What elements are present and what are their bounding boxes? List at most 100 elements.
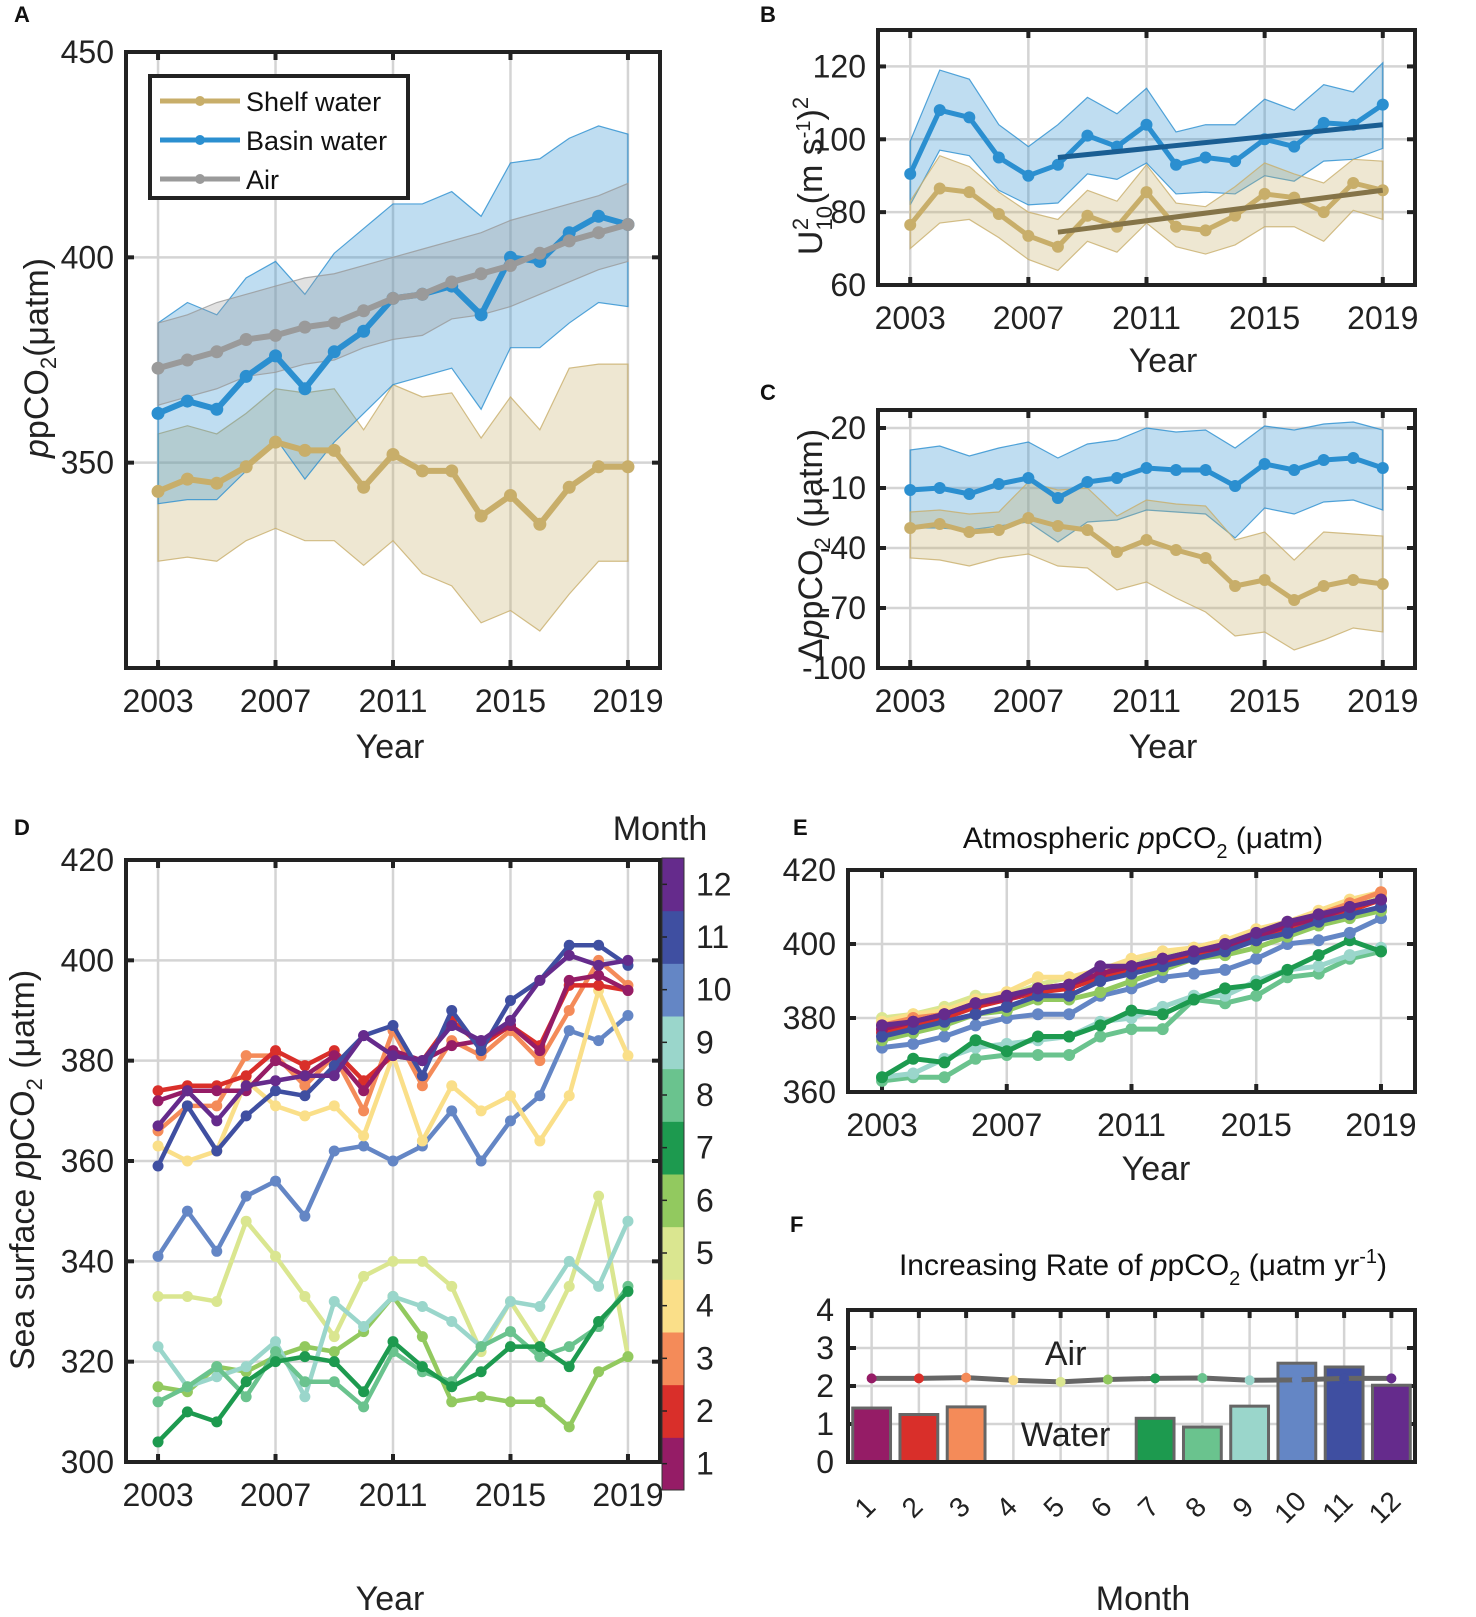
panel-e-series-month-7-point bbox=[1374, 945, 1387, 958]
panel-d-series-month-1-point bbox=[270, 1055, 282, 1067]
panel-e-axes-frame bbox=[846, 868, 1417, 1094]
panel-d-series-month-12-point bbox=[563, 949, 575, 961]
panel-c-ylabel: ΔppCO2 (μatm) bbox=[792, 429, 835, 661]
panel-d-series-month-11-point bbox=[593, 939, 605, 951]
panel-e-series-month-9-point bbox=[1312, 960, 1325, 973]
panel-a-axes-frame bbox=[124, 50, 662, 670]
panel-d-series-month-3-point bbox=[563, 1005, 575, 1016]
panel-c-xtick-label: 2011 bbox=[1112, 683, 1181, 719]
panel-d-series-month-5-point bbox=[563, 1280, 575, 1292]
panel-d-ytick-label: 300 bbox=[61, 1444, 114, 1480]
panel-b-series-basin-water-point bbox=[1376, 98, 1389, 111]
panel-b-series-shelf-water-point bbox=[1258, 187, 1271, 200]
panel-c-series-shelf-water-point bbox=[933, 518, 946, 530]
panel-d-ylabel-sub: 2 bbox=[22, 1078, 47, 1090]
panel-c-series-basin-water-point bbox=[1376, 462, 1389, 474]
panel-e-title-pre: Atmospheric bbox=[963, 822, 1138, 855]
panel-d-series-month-3-point bbox=[211, 1100, 223, 1112]
panel-a-series-air-point bbox=[562, 234, 576, 248]
panel-a-series-basin-water-point bbox=[298, 382, 312, 396]
panel-d-series-month-9-point bbox=[328, 1295, 340, 1307]
panel-e-series-month-12-point bbox=[1219, 938, 1232, 950]
panel-f-air-point bbox=[1291, 1374, 1302, 1385]
panel-b-series-shelf-water-point bbox=[1347, 177, 1360, 189]
panel-f-xtick-label: 12 bbox=[1363, 1485, 1407, 1529]
panel-e-title: Atmospheric ppCO2 (μatm) bbox=[963, 822, 1323, 863]
panel-e-series-month-8-point bbox=[1063, 1049, 1076, 1061]
panel-d-series-month-11-point bbox=[211, 1145, 223, 1157]
panel-d-series-month-8-point bbox=[270, 1346, 282, 1358]
panel-d-xtick-label: 2003 bbox=[122, 1477, 193, 1513]
panel-d-series-month-4-point bbox=[181, 1155, 193, 1167]
panel-d-series-month-7-point bbox=[152, 1436, 164, 1448]
panel-d-series-month-7-point bbox=[416, 1361, 428, 1373]
panel-d-series-month-11-point bbox=[270, 1085, 282, 1097]
panel-e-series-month-12-point bbox=[876, 1019, 889, 1032]
panel-d-series-month-8-point bbox=[240, 1391, 252, 1403]
panel-c-series-shelf-water-point bbox=[1022, 512, 1035, 524]
panel-label-c: C bbox=[760, 380, 776, 405]
panel-e-series-month-7-point bbox=[1000, 1045, 1013, 1058]
colorbar-tick-label: 10 bbox=[696, 972, 732, 1008]
panel-f-xlabel: Month bbox=[1096, 1580, 1191, 1617]
panel-e-xtick-label: 2003 bbox=[846, 1107, 917, 1143]
panel-b-series-shelf-water-point bbox=[1051, 240, 1064, 253]
panel-c-ytick-label: -10 bbox=[820, 470, 866, 506]
panel-d-series-month-7-point bbox=[446, 1381, 458, 1393]
panel-c-series-shelf-water-point bbox=[963, 526, 976, 538]
panel-a-series-shelf-water-point bbox=[269, 435, 283, 449]
panel-d-series-month-12-point bbox=[181, 1085, 193, 1097]
panel-e-series-month-7-point bbox=[1187, 993, 1200, 1006]
panel-d-series-month-4-point bbox=[563, 1090, 575, 1102]
panel-b-series-basin-water-point bbox=[1140, 118, 1153, 131]
panel-b-series-basin-water-point bbox=[1317, 116, 1330, 129]
panel-d-series-month-3-point bbox=[240, 1050, 252, 1062]
panel-d-ytick-label: 320 bbox=[61, 1344, 114, 1380]
panel-d-series-month-10-point bbox=[593, 1035, 605, 1047]
panel-a-series-basin-water-point bbox=[357, 324, 371, 338]
panel-d-series-month-4-point bbox=[534, 1135, 546, 1147]
panel-d-xlabel: Year bbox=[356, 1580, 425, 1617]
colorbar-tick-label: 4 bbox=[696, 1288, 714, 1324]
panel-d-series-month-3-point bbox=[358, 1105, 370, 1117]
panel-d-series-month-11-point bbox=[475, 1045, 487, 1057]
panel-a-series-basin-water-point bbox=[180, 394, 194, 408]
panel-c-series-shelf-water-point bbox=[992, 524, 1005, 536]
panel-f-xtick-label: 6 bbox=[1085, 1491, 1118, 1524]
panel-f-ytick-label: 4 bbox=[816, 1292, 834, 1328]
panel-e-series-month-7-point bbox=[1094, 1019, 1107, 1032]
panel-a-series-shelf-water-point bbox=[239, 460, 253, 474]
panel-a-series-shelf-water-point bbox=[503, 489, 517, 503]
panel-e-series-month-7-point bbox=[1125, 1004, 1138, 1017]
panel-d-series-month-8-point bbox=[504, 1326, 516, 1338]
panel-a-legend: Shelf water Basin water Air bbox=[148, 74, 410, 200]
panel-d-ylabel-main: pCO bbox=[4, 1090, 42, 1160]
panel-b-series-shelf-water-point bbox=[904, 218, 917, 231]
panel-d-series-month-12-point bbox=[328, 1070, 340, 1082]
panel-a-ylabel-sub: 2 bbox=[36, 357, 61, 369]
panel-d-series-month-5-point bbox=[270, 1250, 282, 1262]
panel-a-xtick-label: 2011 bbox=[359, 683, 428, 719]
panel-b-xtick-label: 2007 bbox=[993, 300, 1064, 336]
panel-e-series-month-4-point bbox=[1031, 971, 1044, 984]
panel-d-series-month-12-point bbox=[358, 1030, 370, 1042]
legend-entry-label: Air bbox=[246, 165, 279, 195]
panel-b-trend-shelf bbox=[1057, 187, 1384, 235]
panel-f-air-point bbox=[1339, 1373, 1350, 1384]
panel-f-xtick-label: 11 bbox=[1316, 1486, 1358, 1528]
panel-d-series-month-8-point bbox=[358, 1401, 370, 1413]
panel-e-series-month-12-point bbox=[1000, 989, 1013, 1002]
panel-d: 300 320 340 360 380 400 420 2003 2007 2011 2015 201… bbox=[61, 842, 732, 1513]
colorbar-tick-label: 9 bbox=[696, 1024, 714, 1060]
panel-b-series-shelf-water-point bbox=[963, 186, 976, 199]
panel-f-title: Increasing Rate of ppCO2 (μatm yr-1) bbox=[899, 1246, 1387, 1290]
panel-d-ytick-label: 420 bbox=[61, 842, 114, 878]
panel-d-series-month-7-point bbox=[563, 1361, 575, 1373]
colorbar-title: Month bbox=[613, 810, 708, 848]
panel-c-series-basin-water-point bbox=[1140, 462, 1153, 474]
panel-d-series-month-4-point bbox=[475, 1105, 487, 1117]
panel-c-series-shelf-water-point bbox=[1376, 578, 1389, 590]
colorbar-tick-label: 2 bbox=[696, 1393, 714, 1429]
panel-f-xtick-label: 5 bbox=[1037, 1491, 1070, 1524]
